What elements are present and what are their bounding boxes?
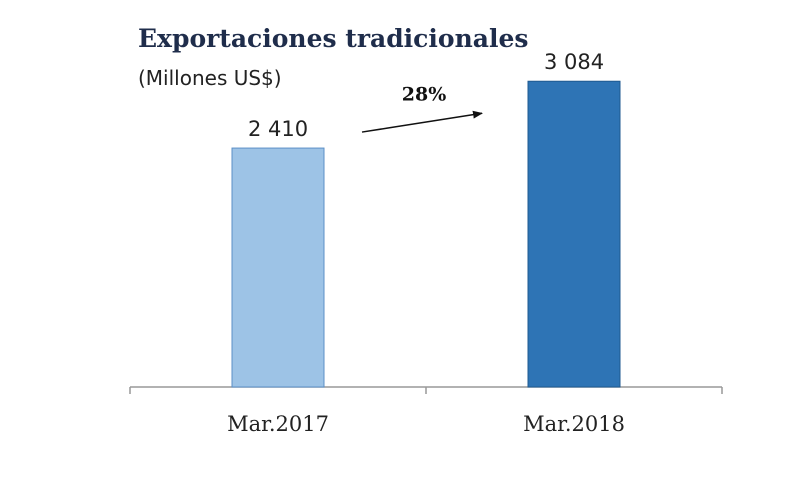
chart-title: Exportaciones tradicionales: [138, 24, 529, 53]
bar-mar-2017: [231, 147, 325, 388]
chart-subtitle: (Millones US$): [138, 66, 282, 90]
data-label: 2 410: [248, 117, 308, 141]
data-label: 3 084: [544, 50, 604, 74]
growth-label: 28%: [402, 84, 447, 106]
x-tick-label: Mar.2018: [523, 412, 625, 436]
plot-area: 2 410 Mar.2017 3 084 Mar.2018 28%: [129, 50, 723, 436]
x-tick-label: Mar.2017: [227, 412, 329, 436]
bar-mar-2018: [527, 80, 621, 388]
growth-arrow: [361, 110, 483, 133]
